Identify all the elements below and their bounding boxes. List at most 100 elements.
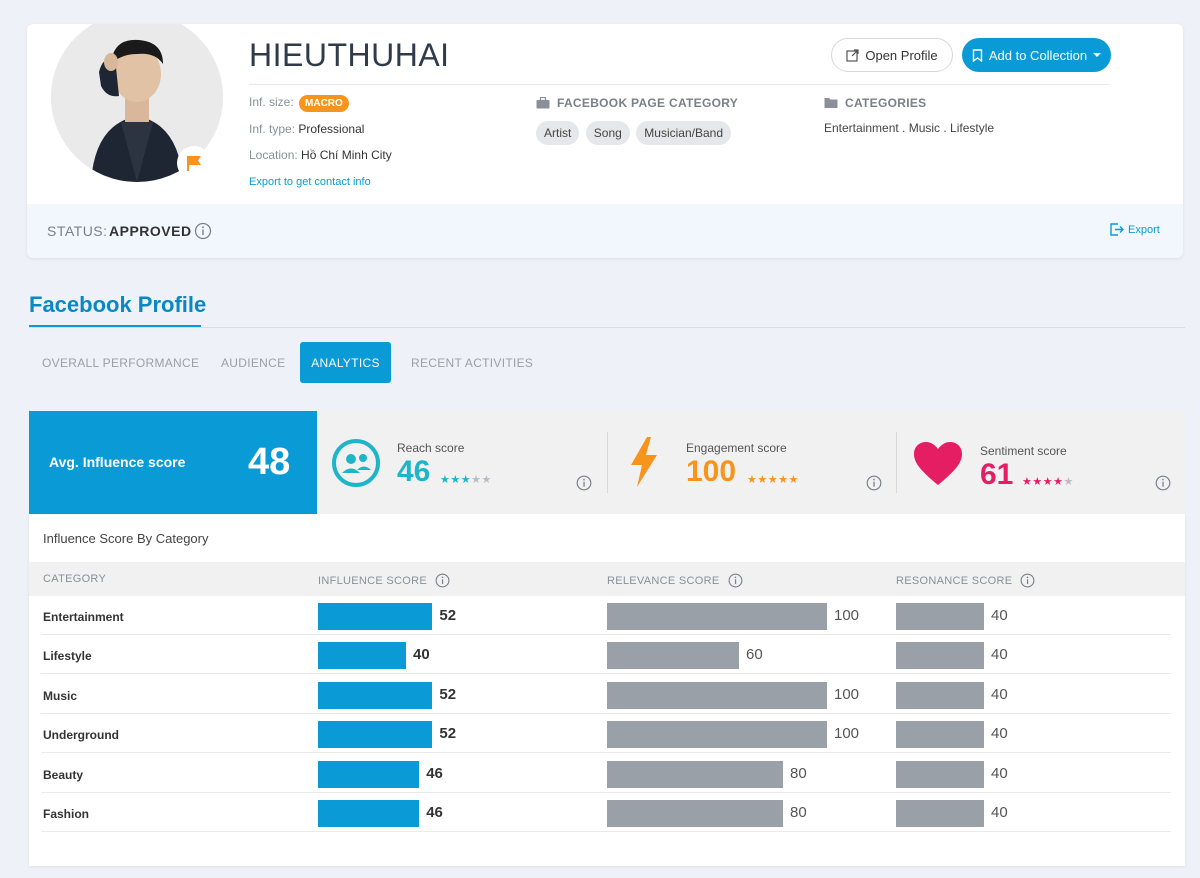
- reach-score-label: Reach score: [397, 441, 465, 455]
- resonance-score-value: 40: [991, 685, 1008, 703]
- row-divider: [41, 791, 1171, 793]
- lightning-icon: [631, 437, 657, 487]
- table-row: Entertainment 52 100 40: [29, 596, 1171, 635]
- tab-overall-performance[interactable]: OVERALL PERFORMANCE: [42, 356, 200, 370]
- star-filled-icon: ★: [767, 474, 779, 486]
- fb-page-category-heading-text: FACEBOOK PAGE CATEGORY: [557, 96, 739, 110]
- star-filled-icon: ★: [440, 474, 451, 486]
- influence-score-value: 52: [439, 607, 457, 624]
- star-empty-icon: ★: [481, 474, 492, 486]
- info-icon[interactable]: [866, 475, 882, 491]
- avatar: [51, 24, 223, 182]
- inf-size-row: Inf. size: MACRO: [249, 95, 349, 112]
- caret-down-icon: [1093, 53, 1102, 57]
- export-contact-link[interactable]: Export to get contact info: [249, 176, 371, 188]
- star-filled-icon: ★: [1042, 476, 1054, 488]
- tab-recent-activities[interactable]: RECENT ACTIVITIES: [411, 356, 534, 370]
- relevance-score-bar: [607, 800, 783, 827]
- header-relevance-text: RELEVANCE SCORE: [607, 574, 720, 587]
- avatar-portrait: [51, 24, 223, 182]
- star-filled-icon: ★: [747, 474, 758, 486]
- header-influence: INFLUENCE SCORE: [318, 573, 450, 588]
- relevance-score-bar: [607, 760, 783, 788]
- audience-face-icon: [332, 439, 380, 487]
- folder-icon: [824, 98, 838, 108]
- star-filled-icon: ★: [450, 474, 461, 486]
- reach-star-rating: ★★★★★: [440, 473, 492, 486]
- bookmark-icon: [972, 48, 983, 62]
- export-label: Export: [1128, 223, 1160, 236]
- inf-type-value: Professional: [298, 122, 365, 136]
- open-profile-label: Open Profile: [865, 47, 938, 63]
- resonance-score-value: 40: [991, 607, 1008, 624]
- relevance-score-value: 100: [834, 685, 860, 703]
- inf-type-row: Inf. type: Professional: [249, 122, 364, 136]
- tag-musician-band: Musician/Band: [636, 121, 731, 145]
- table-row: Beauty 46 80 40: [29, 754, 1171, 793]
- relevance-score-value: 100: [834, 725, 860, 743]
- star-filled-icon: ★: [1053, 476, 1064, 488]
- tab-analytics[interactable]: ANALYTICS: [300, 342, 391, 383]
- flag-badge: [177, 146, 211, 180]
- macro-badge: MACRO: [299, 95, 349, 112]
- influencer-name: HIEUTHUHAI: [249, 37, 450, 73]
- name-divider: [249, 84, 1109, 85]
- export-button[interactable]: Export: [1110, 223, 1160, 236]
- fb-page-tags: Artist Song Musician/Band: [536, 121, 733, 145]
- reach-score-block: Reach score 46 ★★★★★: [317, 411, 607, 514]
- external-link-icon: [846, 48, 859, 62]
- relevance-score-bar: [607, 681, 827, 709]
- tag-artist: Artist: [536, 121, 580, 145]
- table-row: Lifestyle 40 60 40: [29, 635, 1171, 675]
- row-divider: [41, 752, 1171, 754]
- flag-icon: [187, 156, 201, 171]
- open-profile-button[interactable]: Open Profile: [831, 38, 953, 72]
- resonance-score-value: 40: [991, 764, 1008, 782]
- star-empty-icon: ★: [1063, 476, 1074, 488]
- influence-score-value: 52: [439, 725, 457, 743]
- add-to-collection-button[interactable]: Add to Collection: [962, 38, 1111, 72]
- header-resonance-text: RESONANCE SCORE: [896, 574, 1013, 587]
- heart-icon: [914, 442, 962, 485]
- inf-type-label: Inf. type:: [249, 122, 296, 136]
- info-icon[interactable]: [1020, 573, 1035, 588]
- categories-value: Entertainment . Music . Lifestyle: [824, 121, 995, 135]
- row-divider: [41, 634, 1171, 635]
- influence-score-bar: [318, 603, 433, 630]
- info-icon[interactable]: [194, 222, 212, 240]
- export-icon: [1110, 223, 1124, 236]
- tab-audience[interactable]: AUDIENCE: [221, 356, 286, 370]
- score-separator: [896, 432, 897, 493]
- status-value: APPROVED: [109, 223, 192, 239]
- briefcase-icon: [536, 97, 550, 109]
- star-filled-icon: ★: [757, 474, 768, 486]
- resonance-score-bar: [896, 760, 984, 788]
- influence-score-bar: [318, 721, 433, 749]
- relevance-score-value: 100: [834, 607, 860, 624]
- star-filled-icon: ★: [778, 474, 789, 486]
- info-icon[interactable]: [576, 475, 592, 491]
- resonance-score-bar: [896, 681, 984, 709]
- resonance-score-value: 40: [991, 646, 1008, 664]
- influence-score-value: 40: [413, 646, 430, 664]
- info-icon[interactable]: [1155, 475, 1171, 491]
- section-title: Facebook Profile: [29, 292, 207, 317]
- category-name: Underground: [43, 728, 119, 743]
- info-icon[interactable]: [435, 573, 450, 588]
- row-divider: [41, 673, 1171, 675]
- categories-heading: CATEGORIES: [824, 96, 926, 110]
- fb-page-category-heading: FACEBOOK PAGE CATEGORY: [536, 96, 738, 110]
- avg-influence-box: Avg. Influence score 48: [29, 411, 317, 514]
- star-filled-icon: ★: [460, 474, 472, 486]
- engagement-score-block: Engagement score 100 ★★★★★: [607, 411, 897, 514]
- category-name: Music: [43, 688, 78, 703]
- sentiment-score-value: 61: [980, 458, 1014, 491]
- category-name: Beauty: [43, 767, 84, 782]
- avg-influence-label: Avg. Influence score: [49, 454, 186, 470]
- resonance-score-value: 40: [991, 725, 1008, 743]
- row-divider: [41, 831, 1171, 832]
- info-icon[interactable]: [728, 573, 743, 588]
- engagement-score-value: 100: [686, 455, 737, 488]
- location-value: Hồ Chí Minh City: [301, 148, 392, 162]
- relevance-score-value: 80: [790, 804, 807, 821]
